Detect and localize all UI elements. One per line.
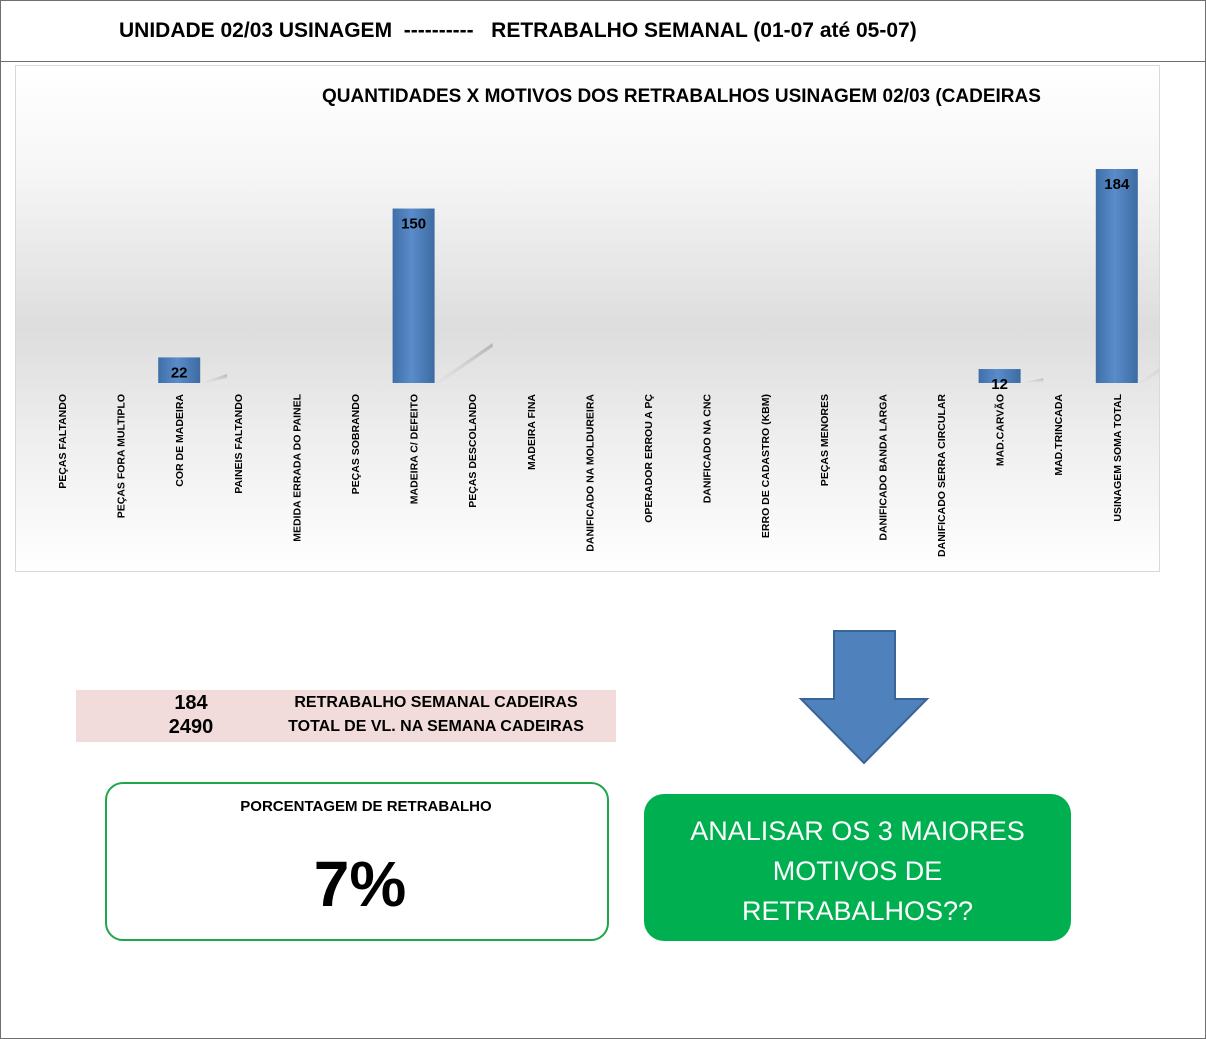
bar-shadow bbox=[1137, 368, 1159, 383]
action-line-1: ANALISAR OS 3 MAIORES bbox=[690, 816, 1025, 846]
data-label: 184 bbox=[1104, 176, 1130, 193]
chart-svg: 22 150 12 184 PEÇAS FALTANDO PEÇAS FORA MULT… bbox=[57, 169, 1159, 557]
category-label: MADEIRA C/ DEFEITO bbox=[409, 394, 421, 504]
bar bbox=[978, 369, 1021, 383]
action-callout: ANALISAR OS 3 MAIORES MOTIVOS DE RETRABA… bbox=[644, 794, 1071, 941]
bar bbox=[392, 208, 435, 383]
rework-percentage-value: 7% bbox=[313, 848, 407, 920]
category-label: MAD.CARVÃO bbox=[994, 394, 1007, 466]
category-label: PEÇAS MENORES bbox=[819, 394, 831, 486]
summary-row-weekly-total: 2490 TOTAL DE VL. NA SEMANA CADEIRAS bbox=[76, 716, 616, 740]
rework-percentage-label: PORCENTAGEM DE RETRABALHO bbox=[240, 798, 492, 815]
data-label: 150 bbox=[401, 216, 426, 233]
category-label: PEÇAS SOBRANDO bbox=[350, 394, 362, 494]
bar-shadow bbox=[434, 343, 493, 383]
bar-shadow bbox=[1020, 378, 1044, 383]
category-label: DANIFICADO NA CNC bbox=[702, 394, 714, 504]
category-label: DANIFICADO NA MOLDUREIRA bbox=[584, 394, 596, 552]
category-label: OPERADOR ERROU A PÇ bbox=[643, 394, 655, 523]
category-label: MEDIDA ERRADA DO PAINEL bbox=[291, 393, 303, 541]
weekly-rework-value: 184 bbox=[174, 692, 208, 714]
bar-shadow bbox=[200, 374, 228, 383]
category-label: DANIFICADO BANDA LARGA bbox=[877, 394, 889, 541]
category-label: PEÇAS DESCOLANDO bbox=[467, 394, 479, 508]
category-label: PEÇAS FALTANDO bbox=[57, 394, 69, 489]
category-label: COR DE MADEIRA bbox=[174, 394, 186, 487]
category-label: USINAGEM SOMA TOTAL bbox=[1112, 393, 1124, 521]
arrow-down-icon bbox=[798, 630, 930, 765]
weekly-total-label: TOTAL DE VL. NA SEMANA CADEIRAS bbox=[288, 718, 584, 735]
action-line-3: RETRABALHOS?? bbox=[741, 896, 974, 926]
category-label: DANIFICADO SERRA CIRCULAR bbox=[936, 394, 948, 557]
weekly-total-value: 2490 bbox=[168, 716, 214, 738]
category-label: MAD.TRINCADA bbox=[1053, 394, 1065, 476]
weekly-rework-label: RETRABALHO SEMANAL CADEIRAS bbox=[294, 694, 578, 711]
bar bbox=[1095, 169, 1138, 383]
chart-title: QUANTIDADES X MOTIVOS DOS RETRABALHOS US… bbox=[322, 86, 1041, 107]
rework-percentage-box: PORCENTAGEM DE RETRABALHO 7% bbox=[105, 782, 609, 941]
action-text: ANALISAR OS 3 MAIORES MOTIVOS DE RETRABA… bbox=[664, 811, 1051, 931]
category-label: MADEIRA FINA bbox=[526, 394, 538, 470]
page-title: UNIDADE 02/03 USINAGEM ---------- RETRAB… bbox=[119, 19, 917, 42]
bar bbox=[158, 357, 201, 383]
data-label: 22 bbox=[171, 364, 188, 381]
title-bar: UNIDADE 02/03 USINAGEM ---------- RETRAB… bbox=[1, 1, 1205, 62]
summary-table: 184 RETRABALHO SEMANAL CADEIRAS 2490 TOT… bbox=[76, 690, 616, 742]
data-label: 12 bbox=[991, 376, 1008, 393]
category-label: PEÇAS FORA MULTIPLO bbox=[116, 394, 128, 518]
bar-chart: QUANTIDADES X MOTIVOS DOS RETRABALHOS US… bbox=[15, 65, 1160, 572]
category-label: ERRO DE CADASTRO (KBM) bbox=[760, 394, 772, 538]
summary-row-weekly-rework: 184 RETRABALHO SEMANAL CADEIRAS bbox=[76, 692, 616, 716]
action-line-2: MOTIVOS DE bbox=[772, 856, 943, 886]
category-label: PAINEIS FALTANDO bbox=[233, 394, 245, 494]
